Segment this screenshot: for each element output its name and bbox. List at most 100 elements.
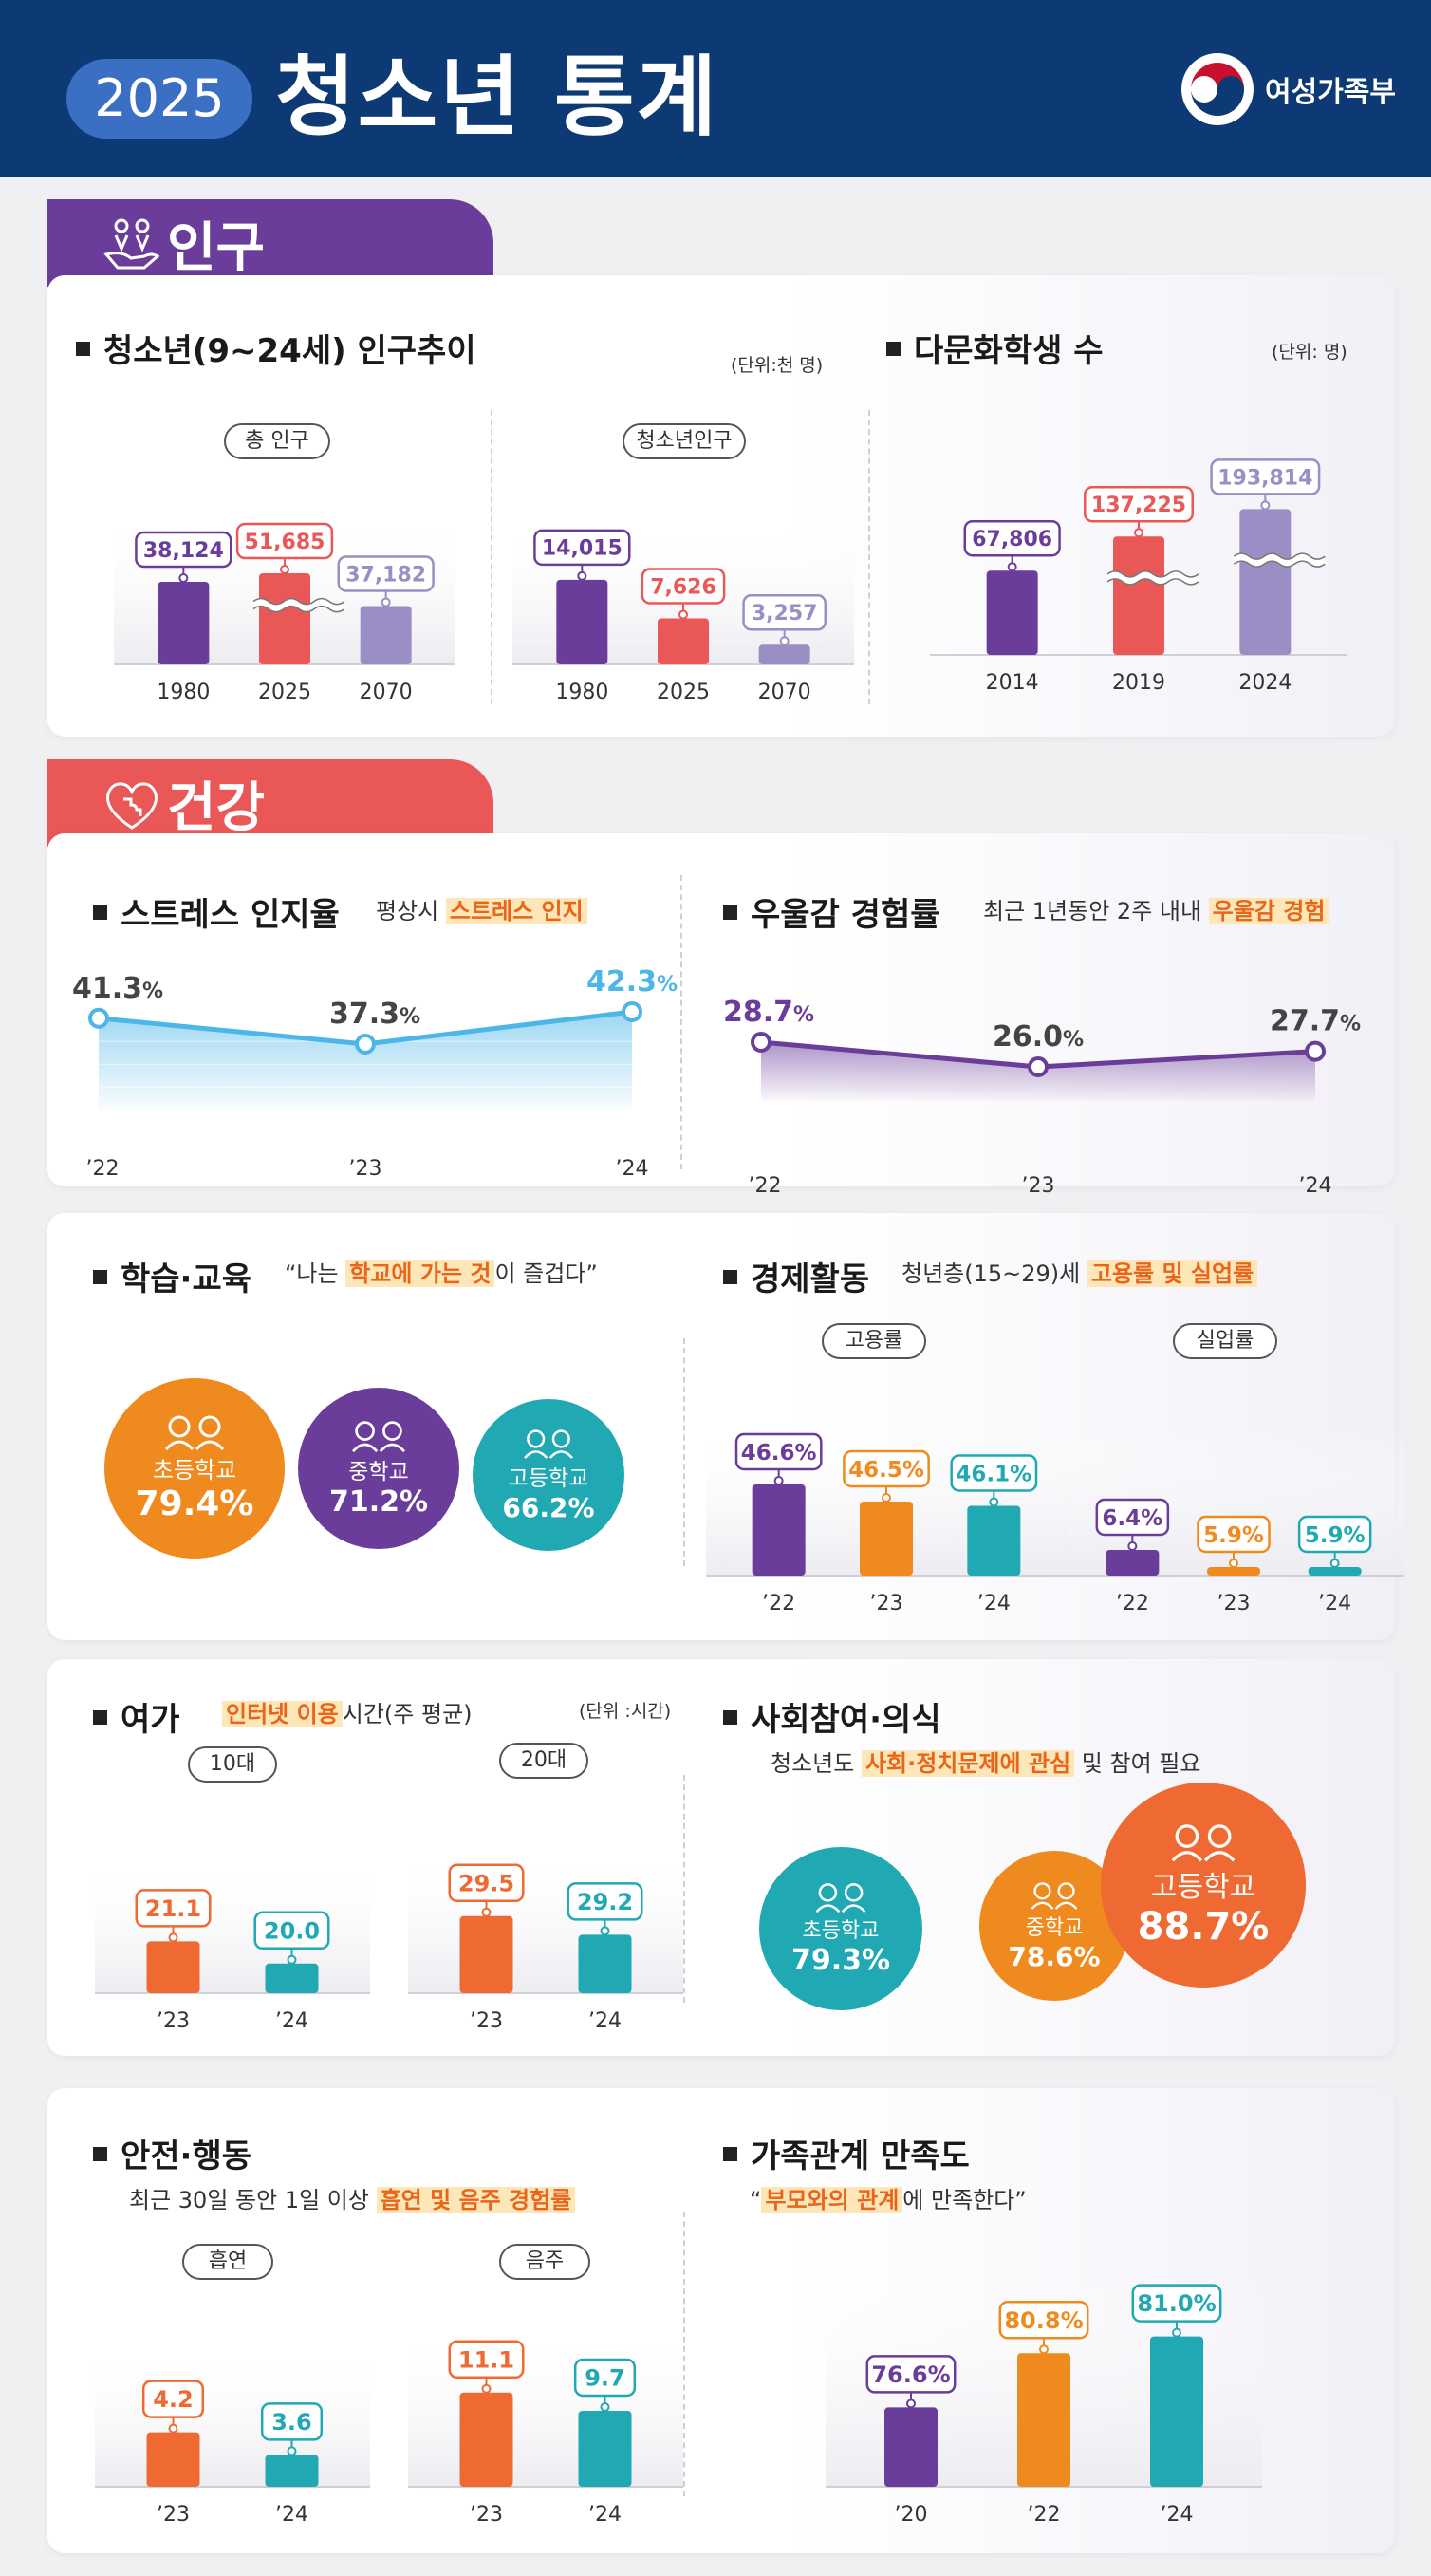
value-label-box <box>135 1889 212 1928</box>
students-icon <box>1171 1824 1236 1862</box>
leisure-title: 여가 <box>93 1693 180 1740</box>
bar <box>1113 536 1164 655</box>
percent-sign: % <box>400 1005 420 1029</box>
x-tick-label: ’24 <box>588 2503 622 2527</box>
callout-dot <box>779 636 790 646</box>
chart-smoking: 4.2 ’23 3.6 ’24 <box>95 2344 370 2527</box>
family-sub-highlight: 부모와의 관계 <box>761 2187 903 2213</box>
circle-middle: 중학교 71.2% <box>298 1388 459 1549</box>
social-sub-text: 청소년도 <box>771 1750 862 1777</box>
data-label: 27.7% <box>1270 1005 1361 1038</box>
axis-break-line <box>1233 552 1326 560</box>
bar <box>146 1941 200 1993</box>
section-title-health: 건강 <box>167 776 266 839</box>
x-tick-label: 2025 <box>258 681 311 704</box>
family-sub: “부모와의 관계 에 만족한다” <box>750 2181 1027 2214</box>
divider <box>683 2212 685 2496</box>
x-tick-label: ’20 <box>895 2503 928 2527</box>
percent-sign: % <box>1063 1028 1084 1052</box>
multi-title: 다문화학생 수 <box>886 325 1104 371</box>
tag-employment: 고용률 <box>822 1323 926 1359</box>
value-label-box <box>1095 1498 1170 1537</box>
data-point <box>88 1007 109 1029</box>
value-label: 21.1 <box>145 1895 201 1922</box>
circle-label: 중학교 <box>348 1459 409 1484</box>
data-label: 37.3% <box>329 998 420 1031</box>
bar <box>459 1915 513 1993</box>
x-tick-label: 2070 <box>758 681 811 704</box>
x-tick-label: ’23 <box>1217 1592 1251 1615</box>
x-tick-label: ’24 <box>1161 2503 1194 2527</box>
tag-smoking: 흡연 <box>182 2244 273 2280</box>
callout-dot <box>1007 562 1017 572</box>
x-tick-label: 2025 <box>657 681 710 704</box>
circle-label: 초등학교 <box>152 1457 237 1484</box>
axis-break-line <box>252 605 345 613</box>
divider <box>683 1775 685 2003</box>
bar <box>658 618 709 664</box>
divider <box>680 875 682 1169</box>
multi-unit: (단위: 명) <box>1272 342 1347 363</box>
depression-sub-text: 최근 1년동안 2주 내내 <box>983 898 1209 924</box>
value-label: 7,626 <box>650 575 716 599</box>
callout-dot <box>989 1497 999 1507</box>
callout-dot <box>600 1926 610 1936</box>
pop-title: 청소년(9~24세) 인구추이 <box>76 325 476 371</box>
x-tick-label: 2070 <box>360 681 413 704</box>
bar <box>1017 2353 1070 2487</box>
chart-multicultural: 67,806 2014 137,225 2019 193,814 2024 <box>930 458 1347 695</box>
axis-break <box>251 598 347 612</box>
students-icon <box>524 1428 573 1459</box>
value-label-box <box>135 531 232 569</box>
chart-total-pop: 38,124 1980 51,685 2025 37,182 2070 <box>114 513 455 704</box>
value-label: 81.0% <box>1137 2290 1216 2317</box>
stress-title: 스트레스 인지율 <box>93 888 340 935</box>
data-label: 26.0% <box>993 1020 1084 1054</box>
callout-dot <box>577 570 587 581</box>
axis-break <box>1231 553 1328 568</box>
safety-sub-text: 최근 30일 동안 1일 이상 <box>129 2187 377 2213</box>
students-icon <box>351 1420 406 1452</box>
chart-drinking: 11.1 ’23 9.7 ’24 <box>408 2325 683 2527</box>
x-tick-label: ’22 <box>762 1592 795 1615</box>
value-label: 46.6% <box>741 1441 817 1465</box>
pop-unit: (단위:천 명) <box>731 355 824 376</box>
x-tick-label: ’23 <box>349 1157 382 1181</box>
x-tick-label: 2019 <box>1112 671 1165 695</box>
x-tick-label: ’22 <box>1116 1592 1149 1615</box>
value-label-box <box>998 2300 1089 2340</box>
divider <box>683 1338 685 1566</box>
value-label-box <box>865 2355 957 2394</box>
bar <box>578 1934 632 1993</box>
data-point <box>1028 1056 1049 1077</box>
value-label-box <box>1197 1515 1271 1554</box>
bar <box>265 2455 319 2487</box>
bar <box>884 2407 938 2487</box>
bar <box>1106 1550 1160 1576</box>
social-sub-post: 및 참여 필요 <box>1074 1750 1201 1777</box>
circle-label: 고등학교 <box>508 1465 589 1491</box>
callout-dot <box>882 1493 891 1503</box>
circle-value: 66.2% <box>502 1491 595 1523</box>
section-tab-health: 건강 <box>47 759 493 847</box>
axis-break-line <box>1233 560 1326 568</box>
safety-title: 안전·행동 <box>93 2130 251 2176</box>
value-label: 11.1 <box>458 2346 514 2373</box>
stress-sub: 평상시 스트레스 인지 <box>376 892 587 925</box>
value-label: 5.9% <box>1203 1523 1264 1548</box>
value-label: 67,806 <box>972 528 1052 551</box>
safety-sub: 최근 30일 동안 1일 이상 흡연 및 음주 경험률 <box>129 2181 576 2214</box>
bar <box>752 1484 806 1576</box>
family-sub-text: “ <box>750 2187 762 2213</box>
value-label: 193,814 <box>1217 466 1312 490</box>
social-circle-elementary: 초등학교 79.3% <box>759 1847 922 2010</box>
econ-sub-highlight: 고용률 및 실업률 <box>1087 1260 1258 1287</box>
heart-puzzle-icon <box>106 782 158 830</box>
econ-sub: 청년층(15~29)세 고용률 및 실업률 <box>901 1255 1258 1288</box>
stress-sub-text: 평상시 <box>376 898 446 924</box>
callout-dot <box>280 565 289 574</box>
bar <box>360 606 412 664</box>
bar <box>556 579 608 664</box>
depression-title: 우울감 경험률 <box>723 888 940 935</box>
value-label-box <box>141 2380 205 2418</box>
